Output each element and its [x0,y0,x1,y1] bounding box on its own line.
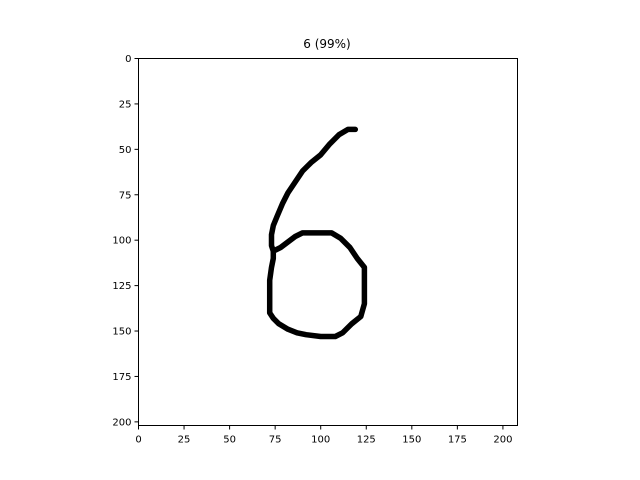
y-tick-label: 100 [112,236,131,247]
image-layer [266,126,368,340]
x-tick-label: 175 [448,435,467,446]
y-tick-label: 25 [119,99,132,110]
digit-stroke-loop [266,230,368,340]
x-tick-label: 75 [269,435,282,446]
y-axis-ticks: 0 25 50 75 100 125 150 175 200 [112,54,139,428]
y-tick-label: 75 [119,190,132,201]
chart-title: 6 (99%) [303,37,350,51]
x-tick-label: 25 [178,435,191,446]
x-tick-label: 50 [223,435,236,446]
x-tick-label: 200 [493,435,512,446]
y-tick-label: 150 [112,327,131,338]
axes-frame [138,58,518,426]
y-tick-label: 200 [112,417,131,428]
x-tick-label: 150 [402,435,421,446]
y-tick-label: 175 [112,372,131,383]
y-tick-label: 125 [112,281,131,292]
y-tick-label: 50 [119,145,132,156]
x-tick-label: 0 [135,435,141,446]
x-tick-label: 100 [311,435,330,446]
x-tick-label: 125 [357,435,376,446]
digit-stroke-stem [268,126,359,254]
y-tick-label: 0 [125,54,131,65]
x-axis-ticks: 0 25 50 75 100 125 150 175 200 [135,425,512,446]
